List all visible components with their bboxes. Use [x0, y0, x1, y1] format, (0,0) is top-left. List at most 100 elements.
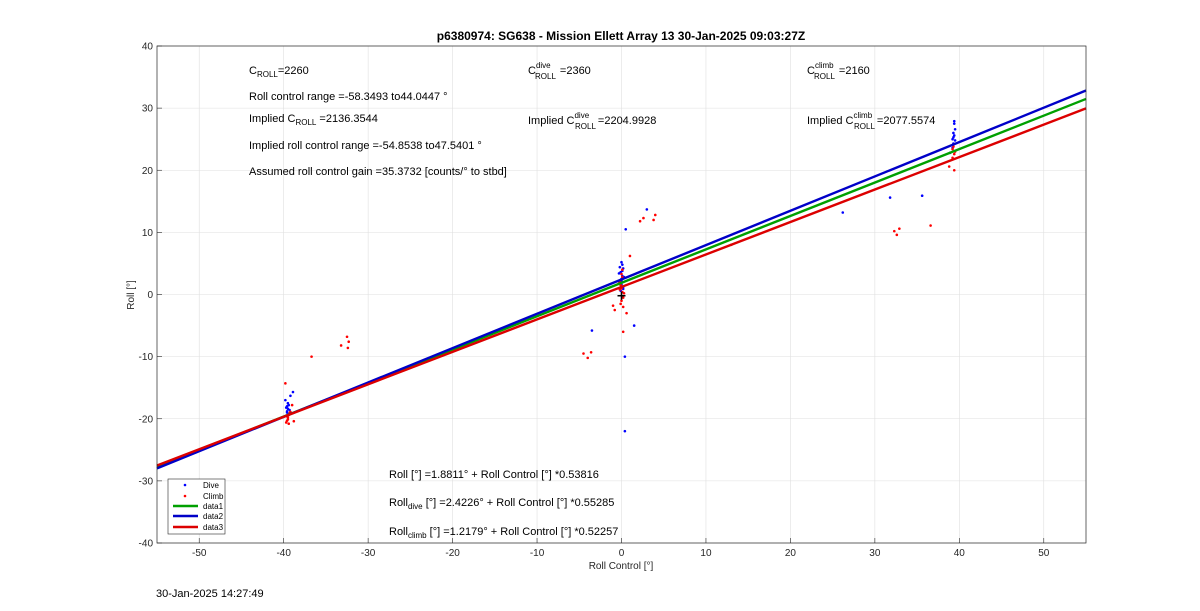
data-point-climb — [621, 305, 625, 309]
data-point-climb — [345, 335, 349, 339]
legend-label-data2: data2 — [203, 512, 224, 521]
annotation-c-roll-dive: Cdive ROLL =2360 — [528, 61, 591, 81]
data-point-climb — [582, 352, 585, 355]
origin-marker — [617, 291, 626, 300]
legend-marker-dive — [183, 483, 187, 487]
legend: Dive Climb data1 data2 data3 — [167, 478, 226, 535]
data-point-climb — [586, 356, 590, 360]
data-point-climb — [310, 355, 313, 358]
data-point-climb — [652, 218, 655, 222]
fit-line-data3 — [156, 107, 1087, 467]
data-point-dive — [623, 429, 627, 433]
print-timestamp: 30-Jan-2025 14:27:49 — [156, 588, 264, 600]
data-point-dive — [920, 194, 924, 198]
legend-marker-climb — [183, 494, 187, 498]
y-tick-label: 10 — [142, 228, 154, 239]
data-point-dive — [617, 272, 621, 275]
data-point-dive — [952, 131, 955, 135]
data-point-climb — [952, 168, 956, 172]
data-point-climb — [951, 147, 954, 151]
data-point-dive — [953, 127, 957, 131]
axis-ticks: -50 -40 -30 -20 -10 0 10 20 30 40 50 -40 -30 -20 -10 0 1… — [139, 42, 1050, 560]
data-point-climb — [638, 219, 642, 223]
data-point-climb — [898, 227, 901, 230]
data-point-dive — [952, 136, 955, 139]
data-point-climb — [895, 233, 899, 237]
plot-frame — [156, 45, 1087, 544]
data-point-dive — [590, 329, 594, 332]
data-point-climb — [628, 254, 632, 258]
data-point-climb — [347, 340, 351, 344]
data-point-climb — [292, 419, 296, 423]
x-tick-label: 0 — [619, 548, 625, 559]
y-tick-label: 40 — [142, 42, 154, 53]
x-tick-label: -40 — [276, 548, 291, 559]
data-point-climb — [284, 421, 288, 424]
data-point-dive — [284, 398, 287, 402]
data-point-dive — [620, 260, 623, 264]
annotation-fit-all: Roll [°] =1.8811° + Roll Control [°] *0.… — [389, 469, 599, 481]
annotation-fit-dive: Rolldive [°] =2.4226° + Roll Control [°]… — [389, 497, 614, 511]
data-point-dive — [624, 227, 628, 231]
data-point-dive — [841, 211, 845, 214]
data-point-climb — [620, 272, 623, 276]
x-tick-label: -50 — [192, 548, 207, 559]
legend-label-climb: Climb — [203, 492, 224, 501]
data-point-dive — [623, 355, 627, 358]
data-point-climb — [290, 403, 294, 407]
data-point-climb — [653, 213, 657, 217]
data-point-climb — [642, 216, 645, 220]
annotation-roll-control-range: Roll control range =-58.3493 to44.0447 ° — [249, 91, 448, 103]
data-point-climb — [947, 165, 951, 168]
annotation-implied-range: Implied roll control range =-54.8538 to4… — [249, 140, 482, 152]
data-point-dive — [632, 324, 636, 327]
annotation-fit-climb: Rollclimb [°] =1.2179° + Roll Control [°… — [389, 526, 618, 540]
data-point-climb — [622, 291, 626, 295]
data-point-climb — [611, 304, 615, 307]
y-axis-label: Roll [°] — [126, 280, 137, 310]
data-point-climb — [284, 382, 287, 385]
data-point-climb — [613, 308, 617, 312]
x-tick-label: 50 — [1038, 548, 1050, 559]
x-tick-label: -30 — [361, 548, 376, 559]
legend-label-dive: Dive — [203, 481, 220, 490]
y-tick-label: 0 — [147, 290, 153, 301]
x-tick-label: 30 — [869, 548, 881, 559]
x-tick-label: -10 — [530, 548, 545, 559]
legend-label-data3: data3 — [203, 523, 224, 532]
data-point-climb — [929, 224, 932, 227]
legend-label-data1: data1 — [203, 502, 224, 511]
data-point-climb — [346, 346, 350, 350]
series-layer — [156, 89, 1087, 470]
annotation-implied-c-roll-dive: Implied Cdive ROLL =2204.9928 — [528, 111, 656, 131]
y-tick-label: -10 — [139, 352, 154, 363]
x-tick-label: 20 — [785, 548, 797, 559]
annotation-assumed-gain: Assumed roll control gain =35.3732 [coun… — [249, 166, 507, 178]
data-point-climb — [589, 350, 593, 354]
annotation-c-roll: CROLL=2260 — [249, 65, 309, 79]
y-tick-label: 30 — [142, 104, 154, 115]
data-point-climb — [620, 299, 623, 303]
data-point-climb — [619, 302, 622, 306]
data-point-dive — [888, 196, 892, 199]
annotation-implied-c-roll-climb: Implied Cclimb ROLL =2077.5574 — [807, 111, 935, 131]
x-axis-label: Roll Control [°] — [589, 561, 654, 572]
data-point-dive — [291, 390, 295, 394]
y-tick-label: -20 — [139, 414, 154, 425]
x-tick-label: 10 — [700, 548, 712, 559]
data-point-climb — [287, 422, 291, 426]
data-point-dive — [618, 265, 622, 269]
data-point-climb — [621, 296, 625, 299]
data-point-climb — [286, 418, 290, 421]
data-point-dive — [284, 406, 288, 409]
y-tick-label: -40 — [139, 539, 154, 550]
annotation-implied-c-roll: Implied CROLL =2136.3544 — [249, 113, 378, 127]
data-point-climb — [625, 311, 628, 315]
annotation-c-roll-climb: Cclimb ROLL =2160 — [807, 61, 870, 81]
data-point-dive — [952, 119, 956, 123]
x-tick-label: -20 — [445, 548, 460, 559]
data-point-climb — [339, 344, 343, 347]
data-point-climb — [892, 229, 896, 233]
data-point-dive — [289, 394, 292, 398]
